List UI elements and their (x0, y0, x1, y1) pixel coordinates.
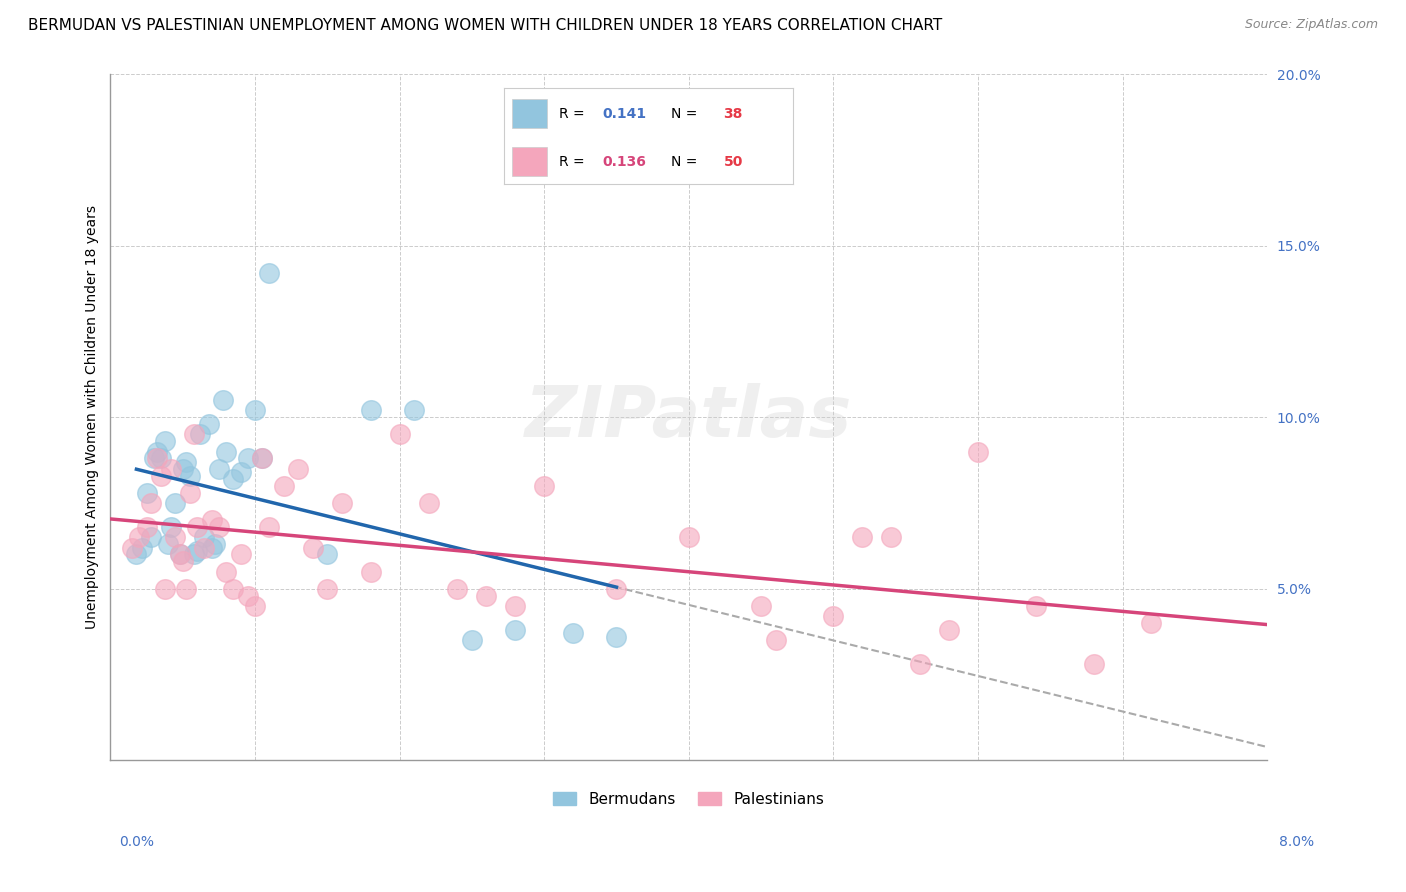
Point (475, 589, 498, 603)
Point (183, 427, 205, 442)
Point (446, 582, 468, 596)
Point (1140, 616, 1163, 631)
Point (201, 541, 224, 555)
Point (259, 520, 281, 534)
Point (201, 513, 224, 527)
Point (135, 520, 157, 534)
Point (169, 548, 191, 562)
Point (128, 530, 150, 544)
Point (172, 461, 194, 475)
Point (139, 530, 162, 544)
Point (533, 479, 555, 493)
Point (1083, 657, 1105, 672)
Point (259, 266, 281, 280)
Point (179, 468, 201, 483)
Point (121, 541, 143, 555)
Point (186, 544, 208, 558)
Point (1025, 599, 1047, 613)
Point (503, 623, 526, 637)
Point (273, 479, 295, 493)
Point (125, 548, 148, 562)
Point (316, 582, 339, 596)
Point (172, 554, 194, 568)
Point (174, 582, 197, 596)
Point (165, 496, 187, 510)
Point (212, 392, 235, 407)
Point (749, 599, 772, 613)
Point (503, 599, 526, 613)
Point (208, 461, 231, 475)
Point (222, 472, 245, 486)
Point (765, 633, 787, 648)
Point (287, 461, 309, 475)
Point (145, 451, 167, 466)
Point (208, 520, 231, 534)
Point (186, 520, 208, 534)
Legend: Bermudans, Palestinians: Bermudans, Palestinians (546, 784, 832, 814)
Point (360, 403, 382, 417)
Point (197, 417, 219, 431)
Point (222, 582, 245, 596)
Point (174, 455, 197, 469)
Point (160, 520, 183, 534)
Text: Source: ZipAtlas.com: Source: ZipAtlas.com (1244, 18, 1378, 31)
Point (301, 541, 323, 555)
Point (967, 444, 990, 458)
Point (678, 530, 700, 544)
Point (243, 599, 266, 613)
Point (330, 496, 353, 510)
Text: 0.0%: 0.0% (120, 835, 155, 848)
Text: ZIPatlas: ZIPatlas (524, 383, 852, 451)
Text: 8.0%: 8.0% (1279, 835, 1315, 848)
Point (183, 548, 205, 562)
Point (402, 403, 425, 417)
Point (215, 444, 238, 458)
Point (388, 427, 411, 442)
Point (155, 434, 177, 449)
Point (360, 565, 382, 579)
Point (131, 541, 153, 555)
Point (150, 468, 173, 483)
Point (229, 548, 252, 562)
Point (605, 582, 627, 596)
Point (204, 537, 226, 551)
Point (179, 485, 201, 500)
Point (193, 530, 215, 544)
Point (193, 541, 215, 555)
Point (908, 657, 931, 672)
Point (229, 465, 252, 479)
Point (188, 427, 211, 442)
Point (160, 461, 183, 475)
Point (243, 403, 266, 417)
Point (562, 626, 585, 640)
Point (135, 485, 157, 500)
Point (851, 530, 873, 544)
Y-axis label: Unemployment Among Women with Children Under 18 years: Unemployment Among Women with Children U… (86, 205, 100, 629)
Point (155, 582, 177, 596)
Point (142, 451, 165, 466)
Point (145, 444, 167, 458)
Point (461, 633, 484, 648)
Point (165, 530, 187, 544)
Point (215, 565, 238, 579)
Point (169, 548, 191, 562)
Point (157, 537, 180, 551)
Point (823, 609, 845, 624)
Point (150, 451, 173, 466)
Point (880, 530, 903, 544)
Point (236, 589, 259, 603)
Point (252, 451, 274, 466)
Point (252, 451, 274, 466)
Text: BERMUDAN VS PALESTINIAN UNEMPLOYMENT AMONG WOMEN WITH CHILDREN UNDER 18 YEARS CO: BERMUDAN VS PALESTINIAN UNEMPLOYMENT AMO… (28, 18, 942, 33)
Point (938, 623, 960, 637)
Point (605, 630, 627, 644)
Point (236, 451, 259, 466)
Point (418, 496, 440, 510)
Point (316, 548, 339, 562)
Point (139, 496, 162, 510)
